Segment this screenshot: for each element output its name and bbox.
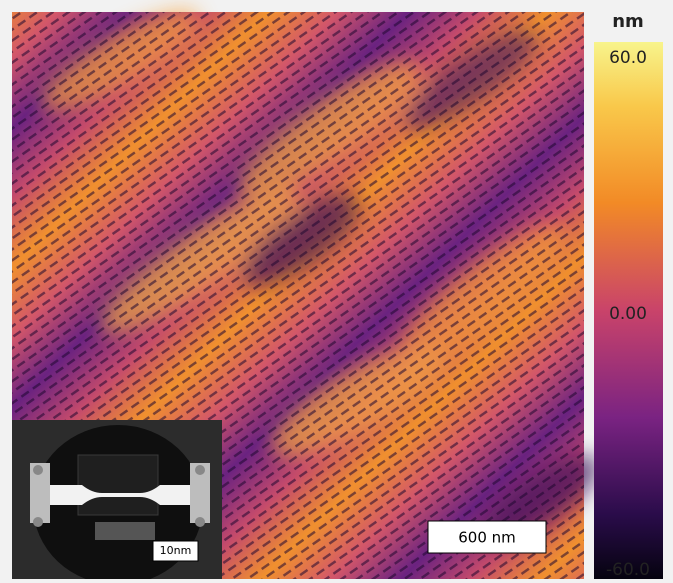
scale-bar-label: 600 nm [458,529,516,547]
colorbar-tick-label: -60.0 [606,560,650,579]
page: 10nm 600 nm nm 60.00.00-60.0 (() => { co… [0,0,673,579]
colorbar-unit: nm [612,11,644,32]
figure: 10nm 600 nm nm 60.0 0.00 -60.0 [0,0,673,579]
colorbar-tick-label: 60.0 [609,48,647,68]
inset-image: 10nm [12,420,222,579]
scale-bar: 600 nm [428,521,546,553]
colorbar-tick-label: 0.00 [609,304,647,324]
inset-scale-label: 10nm [160,544,192,557]
